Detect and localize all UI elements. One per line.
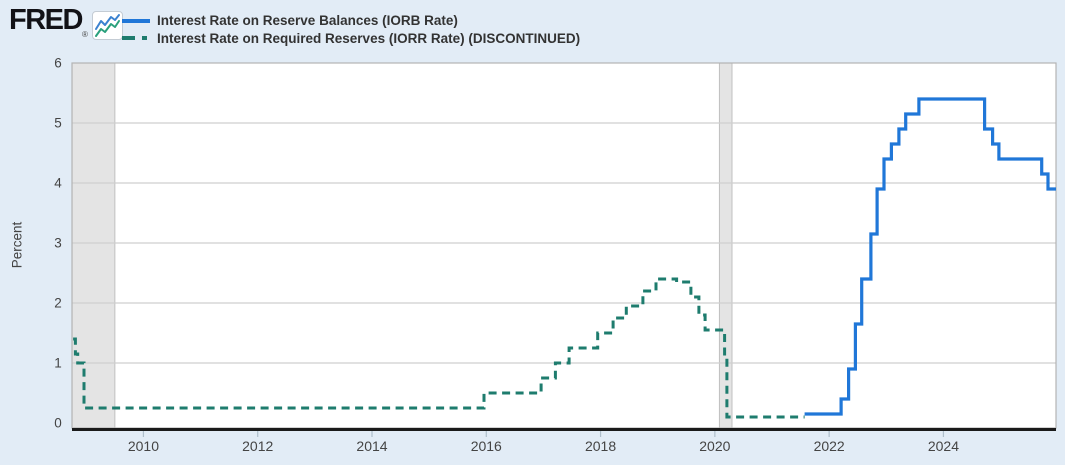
fred-logo-text: FRED [9,4,83,36]
iorb-line[interactable] [804,97,1056,416]
x-tick-label: 2018 [585,438,616,454]
y-tick-label: 1 [54,356,62,371]
legend-item-iorb[interactable]: Interest Rate on Reserve Balances (IORB … [122,12,580,30]
x-tick-label: 2016 [471,438,502,454]
iorr-line[interactable] [73,277,805,419]
x-tick-label: 2010 [128,438,159,454]
x-tick-label: 2014 [356,438,387,454]
y-tick-label: 5 [54,116,62,131]
y-tick-label: 2 [54,296,62,311]
x-tick-label: 2022 [814,438,845,454]
x-tick-label: 2012 [242,438,273,454]
legend-swatch-iorb-solid-line [122,18,150,23]
y-tick-label: 3 [54,236,62,251]
x-tick-label: 2024 [928,438,959,454]
legend-swatch-iorr-dashed-line [122,36,150,41]
x-tick-label: 2020 [699,438,730,454]
chart-legend: Interest Rate on Reserve Balances (IORB … [122,12,580,47]
plot-area[interactable] [72,63,1056,428]
y-tick-label: 4 [54,176,62,191]
fred-graph-icon-green-line [95,20,120,37]
legend-item-iorr[interactable]: Interest Rate on Required Reserves (IORR… [122,30,580,48]
recession-band [72,63,115,428]
legend-label-iorb: Interest Rate on Reserve Balances (IORB … [157,13,458,29]
legend-label-iorr: Interest Rate on Required Reserves (IORR… [157,30,581,46]
fred-graph-icon [92,11,123,40]
fred-graph-icon-blue-line [95,14,120,30]
y-tick-label: 0 [54,416,62,431]
recession-band [719,63,732,428]
y-tick-label: 6 [54,56,62,71]
registered-trademark: ® [81,30,88,39]
fred-logo[interactable]: FRED® [9,4,88,39]
